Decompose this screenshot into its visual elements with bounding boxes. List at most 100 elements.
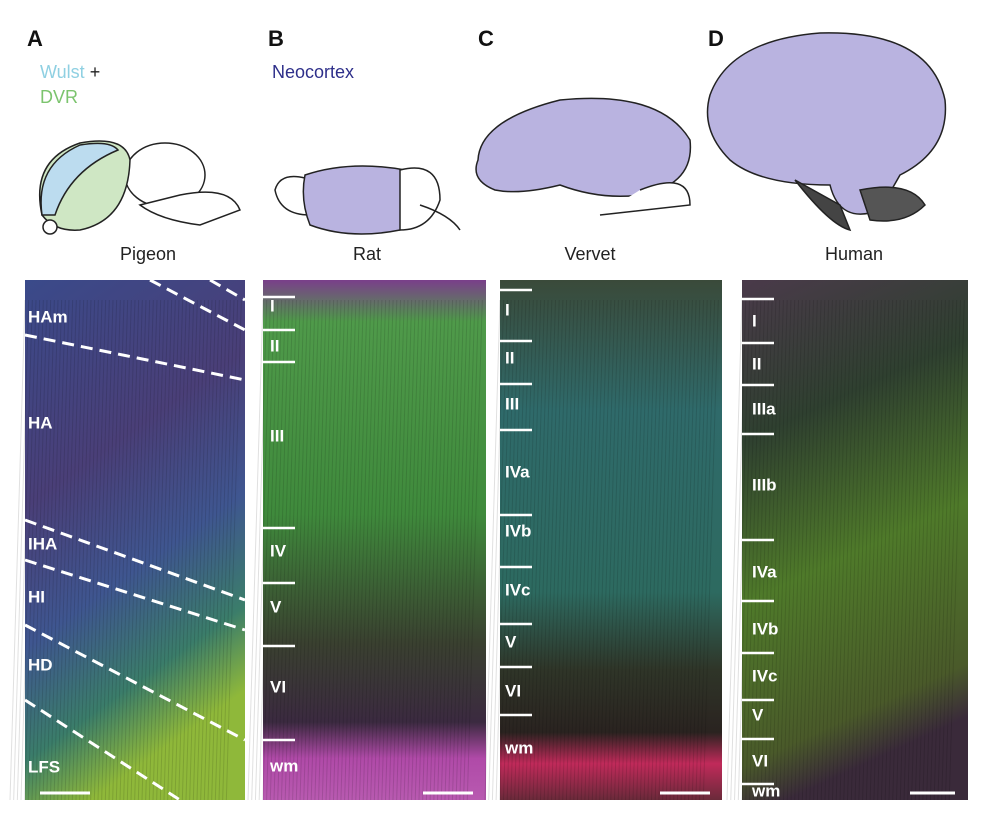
texture [288, 299, 305, 801]
texture [93, 299, 110, 801]
texture [937, 299, 954, 801]
texture [771, 299, 788, 801]
texture [540, 299, 556, 801]
texture [764, 299, 781, 801]
panel-letter: A [27, 26, 43, 51]
texture [532, 299, 549, 801]
panel-letter: B [268, 26, 284, 51]
texture [805, 299, 822, 801]
texture [752, 299, 769, 801]
layer-label: HI [28, 587, 45, 606]
texture [42, 299, 59, 801]
species-label: Vervet [564, 244, 615, 264]
layer-label: IIIa [752, 399, 776, 418]
texture [745, 299, 762, 801]
texture [809, 299, 826, 801]
layer-label: II [270, 336, 279, 355]
texture [547, 299, 564, 801]
texture [351, 299, 368, 801]
texture [418, 299, 435, 801]
texture [543, 299, 560, 801]
texture [896, 299, 912, 801]
texture [584, 299, 601, 801]
texture [828, 299, 845, 801]
texture [359, 299, 375, 801]
texture [247, 299, 264, 801]
layer-label: V [505, 632, 517, 651]
texture [156, 299, 173, 801]
texture [16, 299, 33, 801]
texture [407, 299, 424, 801]
texture [192, 299, 209, 801]
texture [654, 299, 671, 801]
texture [440, 299, 457, 801]
texture [918, 299, 935, 801]
texture [90, 299, 107, 801]
texture [798, 299, 815, 801]
texture [325, 299, 342, 801]
texture [414, 299, 431, 801]
texture [448, 299, 465, 801]
texture [614, 299, 630, 801]
micrograph [500, 280, 722, 800]
texture [189, 299, 206, 801]
texture [813, 299, 830, 801]
texture [847, 299, 864, 801]
texture [786, 299, 803, 801]
texture [922, 299, 939, 801]
texture [174, 299, 191, 801]
texture [310, 299, 327, 801]
texture [181, 299, 198, 801]
texture [558, 299, 575, 801]
texture [340, 299, 357, 801]
texture [266, 299, 283, 801]
texture [455, 299, 472, 801]
texture [658, 299, 675, 801]
texture [591, 299, 608, 801]
texture [299, 299, 316, 801]
texture [82, 299, 99, 801]
texture [665, 299, 682, 801]
texture [336, 299, 353, 801]
texture [303, 299, 320, 801]
texture [399, 299, 416, 801]
texture [688, 299, 704, 801]
texture [277, 299, 294, 801]
texture [632, 299, 649, 801]
texture [801, 299, 818, 801]
region-boundary [24, 558, 246, 632]
texture [108, 299, 125, 801]
texture [554, 299, 571, 801]
texture [749, 299, 766, 801]
micrograph [742, 280, 968, 800]
texture [373, 299, 390, 801]
texture [551, 299, 568, 801]
texture [225, 299, 242, 801]
texture [214, 299, 231, 801]
layer-label: II [505, 348, 514, 367]
brain-drawings [38, 32, 947, 235]
texture [35, 299, 52, 801]
texture [463, 299, 480, 801]
texture [673, 299, 690, 801]
texture [741, 299, 758, 801]
layer-label: V [752, 705, 764, 724]
texture [9, 299, 26, 801]
texture [262, 299, 279, 801]
texture [606, 299, 623, 801]
texture [64, 299, 81, 801]
texture [820, 299, 837, 801]
texture [873, 299, 890, 801]
layer-label: IVb [505, 521, 531, 540]
legend-item: DVR [40, 87, 78, 107]
texture [892, 299, 909, 801]
layer-label: HAm [28, 307, 68, 326]
texture [148, 299, 165, 801]
layer-label: III [270, 426, 284, 445]
layer-label: VI [270, 677, 286, 696]
micrograph [263, 280, 486, 800]
species-label: Pigeon [120, 244, 176, 264]
texture [536, 299, 553, 801]
texture [101, 299, 118, 801]
texture [684, 299, 701, 801]
